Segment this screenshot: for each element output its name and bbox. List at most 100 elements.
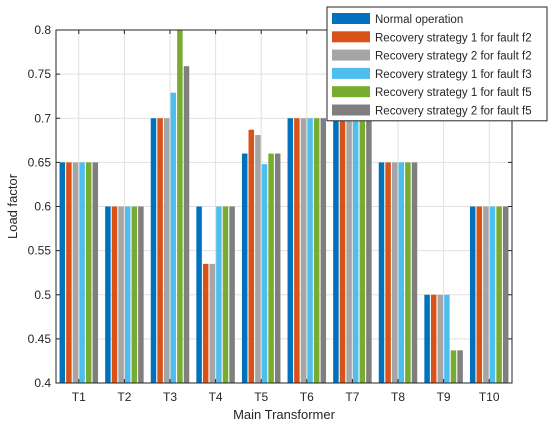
bar-T1-series-5 (85, 162, 92, 384)
bar-T4-series-5 (222, 206, 229, 383)
bar-T2-series-6 (138, 206, 144, 383)
legend-box (326, 6, 548, 122)
bar-T3-series-2 (157, 118, 163, 383)
bar-T3-series-6 (183, 66, 190, 384)
legend-label: Recovery strategy 1 for fault f5 (375, 87, 532, 99)
legend-swatch (332, 13, 370, 24)
bar-T7-series-6 (366, 118, 372, 383)
bar-T3-series-4 (170, 92, 177, 383)
x-tick-label: T7 (345, 390, 359, 404)
bar-T7-series-5 (359, 118, 366, 383)
bar-T2-series-3 (118, 206, 124, 383)
x-tick-label: T8 (391, 390, 405, 404)
bar-T9-series-4 (444, 294, 450, 383)
bar-T8-series-6 (411, 162, 418, 384)
y-tick-label: 0.6 (34, 200, 51, 214)
bar-T6-series-6 (320, 118, 327, 383)
bar-T8-series-3 (391, 162, 398, 384)
x-tick-label: T4 (209, 390, 223, 404)
bar-T3-series-5 (177, 30, 183, 383)
bar-T5-series-3 (255, 135, 261, 383)
bar-T4-series-6 (229, 206, 235, 383)
bar-T7-series-2 (339, 118, 346, 383)
bar-T10-series-4 (489, 206, 496, 383)
bar-T5-series-1 (241, 153, 248, 383)
bar-T10-series-1 (469, 206, 476, 383)
bar-T5-series-4 (261, 164, 268, 383)
bar-T10-series-3 (483, 206, 489, 383)
bar-T6-series-3 (300, 118, 307, 383)
bar-T5-series-6 (274, 153, 281, 383)
y-tick-label: 0.65 (28, 155, 52, 169)
legend-swatch (332, 67, 370, 79)
bar-T8-series-4 (398, 162, 405, 384)
bar-T6-series-2 (294, 118, 300, 383)
y-axis-label: Load factor (5, 173, 20, 239)
bar-T1-series-1 (59, 162, 66, 384)
bar-T9-series-2 (430, 294, 437, 383)
y-tick-label: 0.55 (28, 244, 52, 258)
legend-label: Normal operation (375, 14, 463, 26)
x-tick-label: T5 (254, 390, 268, 404)
legend-label: Recovery strategy 1 for fault f2 (375, 32, 532, 44)
bar-T6-series-1 (287, 118, 294, 383)
bar-T8-series-5 (405, 162, 411, 384)
legend-swatch (332, 104, 370, 116)
bar-T9-series-3 (437, 294, 444, 383)
x-tick-label: T2 (117, 390, 131, 404)
bar-T5-series-2 (248, 129, 255, 383)
legend-swatch (332, 49, 370, 61)
x-tick-label: T1 (72, 390, 86, 404)
bar-T7-series-3 (346, 118, 352, 383)
bar-T2-series-2 (111, 206, 118, 383)
bar-T4-series-4 (216, 206, 222, 383)
bar-T3-series-3 (163, 118, 170, 383)
bar-T5-series-5 (268, 153, 274, 383)
bar-T1-series-4 (79, 162, 85, 384)
bar-T6-series-5 (313, 118, 320, 383)
bar-T9-series-5 (450, 350, 457, 383)
bar-T1-series-3 (72, 162, 79, 384)
legend-swatch (332, 86, 370, 98)
legend-label: Recovery strategy 2 for fault f2 (375, 51, 532, 63)
bar-T10-series-2 (476, 206, 483, 383)
legend-label: Recovery strategy 2 for fault f5 (375, 106, 532, 118)
legend-swatch (332, 31, 370, 43)
x-tick-label: T6 (300, 390, 314, 404)
bar-T4-series-3 (209, 263, 216, 383)
bar-T1-series-2 (66, 162, 72, 384)
legend-label: Recovery strategy 1 for fault f3 (375, 69, 532, 81)
bar-T7-series-1 (333, 118, 339, 383)
y-tick-label: 0.5 (34, 288, 51, 302)
x-axis-label: Main Transformer (233, 407, 336, 422)
y-tick-label: 0.45 (28, 332, 52, 346)
bar-T2-series-1 (105, 206, 111, 383)
bar-T4-series-1 (196, 206, 202, 383)
bar-T1-series-6 (92, 162, 99, 384)
y-tick-label: 0.8 (34, 23, 51, 37)
x-tick-label: T9 (437, 390, 451, 404)
bars (59, 30, 509, 384)
bar-T6-series-4 (307, 118, 313, 383)
x-tick-label: T10 (479, 390, 500, 404)
bar-T4-series-2 (202, 263, 209, 383)
axes: 0.4 0.45 0.5 0.55 0.6 0.65 0.7 0.75 0.8 T1 T2 T3 T4 T… (28, 23, 513, 404)
bar-T2-series-4 (124, 206, 131, 383)
bar-T7-series-4 (352, 118, 359, 383)
bar-T8-series-1 (378, 162, 385, 384)
bar-T9-series-6 (457, 350, 463, 383)
bar-T2-series-5 (131, 206, 138, 383)
bar-T9-series-1 (424, 294, 430, 383)
y-tick-label: 0.4 (34, 376, 51, 390)
y-tick-label: 0.75 (28, 67, 52, 81)
grid-lines (56, 29, 512, 384)
bar-T8-series-2 (385, 162, 391, 384)
y-tick-label: 0.7 (34, 111, 51, 125)
x-tick-label: T3 (163, 390, 177, 404)
bar-T10-series-5 (496, 206, 502, 383)
legend: Normal operation Recovery strategy 1 for … (326, 6, 548, 122)
bar-T10-series-6 (502, 206, 509, 383)
bar-T3-series-1 (150, 118, 157, 383)
